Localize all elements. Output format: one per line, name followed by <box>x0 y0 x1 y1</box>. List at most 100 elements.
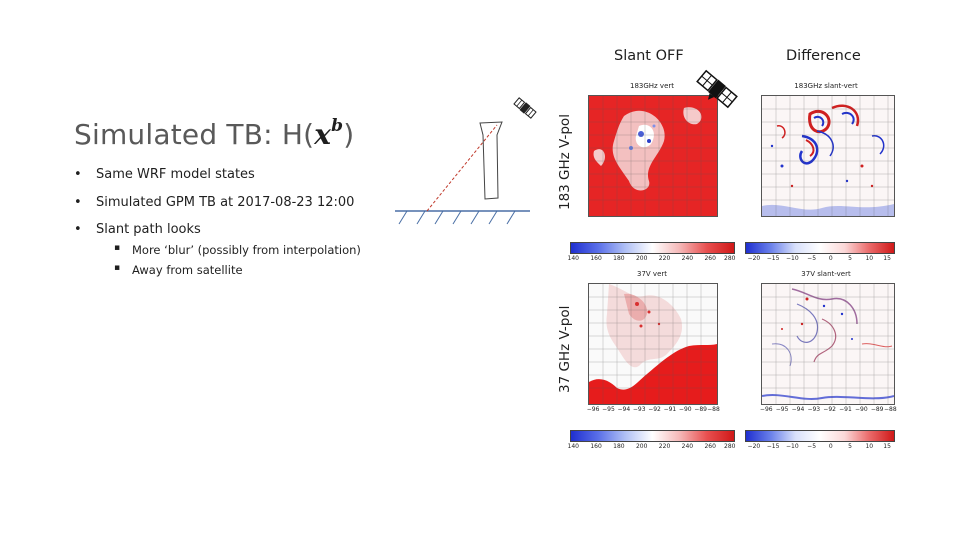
cb-tick: 240 <box>681 443 694 450</box>
cb-tick: 200 <box>635 443 648 450</box>
small-satellite-icon <box>513 97 537 119</box>
cb-tick: −5 <box>807 255 817 262</box>
bullet-marker: • <box>74 222 82 237</box>
colorbar-183-diff <box>745 242 895 254</box>
lon-tick: −93 <box>632 406 646 413</box>
land-region <box>606 284 683 368</box>
cb-tick: 5 <box>848 255 852 262</box>
lon-tick: −89 <box>694 406 707 413</box>
map-37ghz-slant-off <box>588 283 718 405</box>
cb-tick: −5 <box>807 443 817 450</box>
column-header-slant-off: Slant OFF <box>614 48 684 64</box>
sub-bullet-text: Away from satellite <box>132 263 243 277</box>
cb-tick: 260 <box>704 443 716 450</box>
cb-tick: 15 <box>883 255 891 262</box>
lon-tick: −89 <box>870 406 884 413</box>
cb-tick: 280 <box>724 255 736 262</box>
colorbar-37-abs <box>570 430 735 442</box>
bullet-text: Slant path looks <box>96 222 201 237</box>
bullet-marker: • <box>74 195 82 210</box>
slant-path-line <box>426 124 498 212</box>
cb-tick: 140 <box>567 443 579 450</box>
cb-tick: 0 <box>828 255 833 262</box>
panel-title-183-vert: 183GHz vert <box>629 82 675 90</box>
lon-tick: −90 <box>678 406 692 413</box>
cb-tick: 160 <box>590 255 602 262</box>
lon-tick: −94 <box>791 406 805 413</box>
large-satellite-icon <box>696 69 738 109</box>
cb-tick: −20 <box>747 255 761 262</box>
panel-title-183-slant: 183GHz slant-vert <box>794 82 858 90</box>
sub-bullet-1: ▪ More ‘blur’ (possibly from interpolati… <box>114 243 414 259</box>
lon-tick: −96 <box>586 406 600 413</box>
cb-tick: 15 <box>883 443 891 450</box>
cb-tick: 280 <box>724 443 736 450</box>
lon-tick: −92 <box>823 406 836 413</box>
lon-tick: −91 <box>663 406 677 413</box>
cb-tick: 220 <box>658 255 671 262</box>
panel-title-37-vert: 37V vert <box>637 270 667 278</box>
sub-bullet-text: More ‘blur’ (possibly from interpolation… <box>132 243 361 257</box>
cb-tick: 0 <box>828 443 833 450</box>
map-183ghz-difference <box>761 95 895 217</box>
colorbar-37-diff-ticks: −20 −15 −10 −5 0 5 10 15 <box>745 443 893 453</box>
bullet-marker: • <box>74 167 82 182</box>
panel-title-37-slant: 37V slant-vert <box>801 270 851 278</box>
lon-ticks-left: −96 −95 −94 −93 −92 −91 −90 −89 −88 <box>586 406 720 415</box>
bullet-1: • Same WRF model states <box>74 167 374 185</box>
colorbar-37-abs-ticks: 140 160 180 200 220 240 260 280 <box>567 443 736 453</box>
colorbar-37-diff <box>745 430 895 442</box>
cb-tick: −15 <box>766 443 780 450</box>
map-grid <box>589 96 717 216</box>
cb-tick: −10 <box>786 443 799 450</box>
cb-tick: 160 <box>590 443 602 450</box>
cb-tick: 240 <box>681 255 694 262</box>
lon-tick: −93 <box>807 406 821 413</box>
map-183ghz-slant-off <box>588 95 718 217</box>
lon-tick: −95 <box>602 406 615 413</box>
row-label-183ghz: 183 GHz V-pol <box>557 114 573 210</box>
bullet-text: Same WRF model states <box>96 167 255 182</box>
title-math-x: x <box>314 118 332 151</box>
cb-tick: 10 <box>865 255 874 262</box>
cb-tick: 260 <box>704 255 716 262</box>
cb-tick: 220 <box>658 443 671 450</box>
atmosphere-column <box>479 121 503 200</box>
colorbar-183-diff-ticks: −20 −15 −10 −5 0 5 10 15 <box>745 255 893 265</box>
row-label-37ghz: 37 GHz V-pol <box>557 305 573 393</box>
lon-tick: −96 <box>759 406 773 413</box>
title-math: xb <box>314 115 344 151</box>
lon-tick: −92 <box>648 406 661 413</box>
cb-tick: 10 <box>865 443 874 450</box>
lon-tick: −88 <box>707 406 720 413</box>
cb-tick: −20 <box>747 443 761 450</box>
colorbar-183-abs-ticks: 140 160 180 200 220 240 260 280 <box>567 255 736 265</box>
cb-tick: 180 <box>613 255 625 262</box>
bullet-3: • Slant path looks <box>74 222 374 240</box>
cb-tick: 5 <box>848 443 852 450</box>
slant-path-diagram <box>395 97 537 225</box>
cb-tick: −15 <box>766 255 780 262</box>
bullet-text: Simulated GPM TB at 2017-08-23 12:00 <box>96 195 355 210</box>
cb-tick: −10 <box>786 255 799 262</box>
column-header-difference: Difference <box>786 48 861 64</box>
bullet-2: • Simulated GPM TB at 2017-08-23 12:00 <box>74 195 394 213</box>
ocean-region <box>589 344 717 404</box>
lon-tick: −88 <box>884 406 897 413</box>
ground-hatch <box>398 210 516 225</box>
cb-tick: 200 <box>635 255 648 262</box>
sub-bullet-2: ▪ Away from satellite <box>114 263 414 279</box>
lon-ticks-right: −96 −95 −94 −93 −92 −91 −90 −89 −88 <box>759 406 897 415</box>
cb-tick: 180 <box>613 443 625 450</box>
title-math-sup: b <box>331 115 344 136</box>
lon-tick: −90 <box>854 406 868 413</box>
colorbar-183-abs <box>570 242 735 254</box>
cb-tick: 140 <box>567 255 579 262</box>
sub-bullet-marker: ▪ <box>114 263 121 273</box>
lon-tick: −91 <box>839 406 852 413</box>
lon-tick: −94 <box>617 406 631 413</box>
title-prefix: Simulated TB: H( <box>74 118 315 151</box>
lon-tick: −95 <box>775 406 789 413</box>
map-37ghz-difference <box>761 283 895 405</box>
sub-bullet-marker: ▪ <box>114 243 121 253</box>
